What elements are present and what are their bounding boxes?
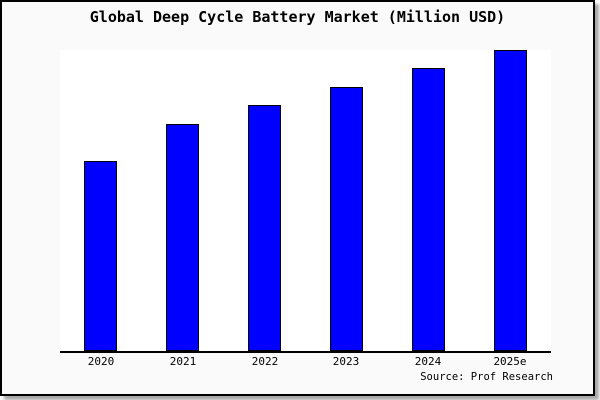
bar-2022 — [248, 105, 281, 351]
chart-title: Global Deep Cycle Battery Market (Millio… — [89, 8, 506, 26]
x-tick-label-2024: 2024 — [414, 355, 442, 368]
bar-2024 — [412, 68, 445, 351]
x-tick-label-2021: 2021 — [169, 355, 197, 368]
bar-2023 — [330, 87, 363, 351]
x-tick-label-2022: 2022 — [251, 355, 279, 368]
x-tick-label-2025e: 2025e — [493, 355, 527, 368]
plot-area — [60, 50, 551, 353]
bar-2021 — [166, 124, 199, 351]
x-tick-label-2020: 2020 — [87, 355, 115, 368]
source-credit: Source: Prof Research — [420, 371, 553, 383]
bar-2020 — [84, 161, 117, 351]
bar-2025e — [494, 50, 527, 351]
x-tick-label-2023: 2023 — [332, 355, 360, 368]
